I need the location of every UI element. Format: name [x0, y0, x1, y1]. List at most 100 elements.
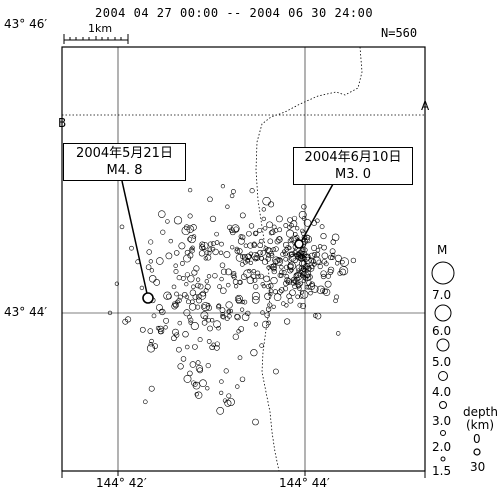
- epicenter-marker: [234, 248, 241, 254]
- epicenter-marker: [156, 257, 164, 265]
- epicenter-marker: [322, 288, 328, 295]
- epicenter-marker: [175, 299, 180, 305]
- epicenter-marker: [171, 335, 177, 342]
- epicenter-marker: [266, 283, 272, 290]
- epicenter-marker: [245, 310, 251, 317]
- epicenter-marker: [187, 314, 192, 320]
- epicenter-marker: [301, 204, 307, 210]
- epicenter-marker: [302, 256, 308, 261]
- epicenter-marker: [187, 213, 193, 219]
- epicenter-marker: [274, 257, 284, 266]
- epicenter-marker: [300, 247, 306, 252]
- epicenter-marker: [217, 284, 222, 289]
- epicenter-marker: [257, 249, 263, 256]
- epicenter-marker: [231, 271, 237, 276]
- epicenter-marker: [320, 233, 327, 240]
- legend-mag-5: 5.0: [432, 355, 452, 369]
- epicenter-marker: [303, 276, 308, 281]
- epicenter-marker: [260, 310, 265, 315]
- epicenter-marker: [321, 252, 329, 260]
- epicenter-marker: [299, 294, 304, 299]
- epicenter-marker: [199, 244, 206, 251]
- epicenter-marker: [180, 261, 185, 266]
- epicenter-marker: [335, 261, 340, 266]
- epicenter-marker: [139, 285, 145, 291]
- epicenter-marker: [201, 319, 208, 326]
- epicenter-marker: [257, 242, 264, 249]
- epicenter-marker: [284, 277, 291, 284]
- epicenter-marker: [250, 349, 258, 357]
- epicenter-marker: [299, 290, 305, 295]
- epicenter-marker: [283, 318, 291, 325]
- epicenter-marker: [219, 307, 226, 314]
- epicenter-marker: [184, 272, 190, 278]
- callout-date-jun10: 2004年6月10日: [304, 150, 402, 165]
- epicenter-marker: [299, 267, 307, 275]
- epicenter-marker: [187, 236, 193, 242]
- epicenter-marker: [251, 241, 257, 247]
- epicenter-marker: [204, 279, 209, 284]
- epicenter-marker: [119, 224, 125, 230]
- epicenter-marker: [172, 328, 179, 336]
- legend-depth-30-circle: [473, 448, 481, 456]
- legend-depth-0: 0: [473, 432, 481, 446]
- legend-m70-circle: [431, 261, 455, 285]
- epicenter-marker: [272, 259, 279, 265]
- epicenter-marker: [206, 302, 211, 308]
- epicenter-marker: [160, 229, 166, 235]
- epicenter-marker: [226, 397, 235, 407]
- epicenter-marker: [151, 313, 157, 319]
- epicenter-marker: [292, 215, 298, 221]
- epicenter-marker: [230, 245, 235, 250]
- legend-m15-circle: [440, 456, 446, 462]
- epicenter-marker: [212, 273, 218, 279]
- legend-depth-title: depth: [463, 405, 498, 419]
- epicenter-marker: [268, 291, 273, 297]
- event-m48-marker: [142, 292, 154, 304]
- epicenter-marker: [177, 320, 183, 326]
- epicenter-marker: [261, 207, 266, 212]
- epicenter-marker: [187, 275, 195, 283]
- epicenter-marker: [173, 216, 183, 225]
- epicenter-marker: [308, 282, 316, 290]
- boundary-line: [255, 46, 363, 472]
- epicenter-marker: [148, 385, 155, 392]
- epicenter-marker: [246, 230, 252, 237]
- epicenter-marker: [201, 304, 207, 309]
- epicenter-marker: [177, 363, 184, 370]
- epicenter-marker: [219, 276, 224, 282]
- epicenter-marker: [350, 257, 357, 264]
- epicenter-marker: [148, 239, 154, 245]
- epicenter-marker: [314, 218, 320, 224]
- epicenter-marker: [207, 247, 213, 252]
- epicenter-marker: [135, 259, 141, 265]
- epicenter-marker: [302, 254, 310, 262]
- bottom-ticks: [61, 471, 426, 478]
- epicenter-marker: [195, 277, 201, 282]
- epicenter-marker: [252, 255, 259, 262]
- epicenter-marker: [291, 276, 298, 284]
- epicenter-marker: [334, 294, 340, 300]
- epicenter-marker: [129, 245, 134, 251]
- epicenter-marker: [165, 219, 170, 224]
- epicenter-marker: [274, 238, 281, 245]
- epicenter-marker: [190, 245, 195, 250]
- epicenter-marker: [200, 311, 209, 320]
- epicenter-marker: [239, 234, 246, 241]
- event-m30-marker: [294, 239, 304, 249]
- epicenter-marker: [226, 313, 232, 319]
- epicenter-marker: [271, 247, 276, 252]
- epicenter-marker: [220, 287, 227, 294]
- epicenter-marker: [234, 284, 239, 289]
- epicenter-marker: [325, 273, 331, 279]
- epicenter-marker: [232, 333, 239, 340]
- epicenter-marker: [187, 370, 193, 377]
- epicenter-marker: [312, 252, 317, 257]
- epicenter-marker: [216, 325, 221, 331]
- epicenter-marker: [216, 303, 222, 309]
- epicenter-marker: [211, 342, 216, 348]
- epicenter-marker: [163, 291, 172, 300]
- epicenter-marker: [187, 235, 196, 244]
- epicenter-marker: [251, 268, 256, 274]
- epicenter-marker: [262, 226, 268, 231]
